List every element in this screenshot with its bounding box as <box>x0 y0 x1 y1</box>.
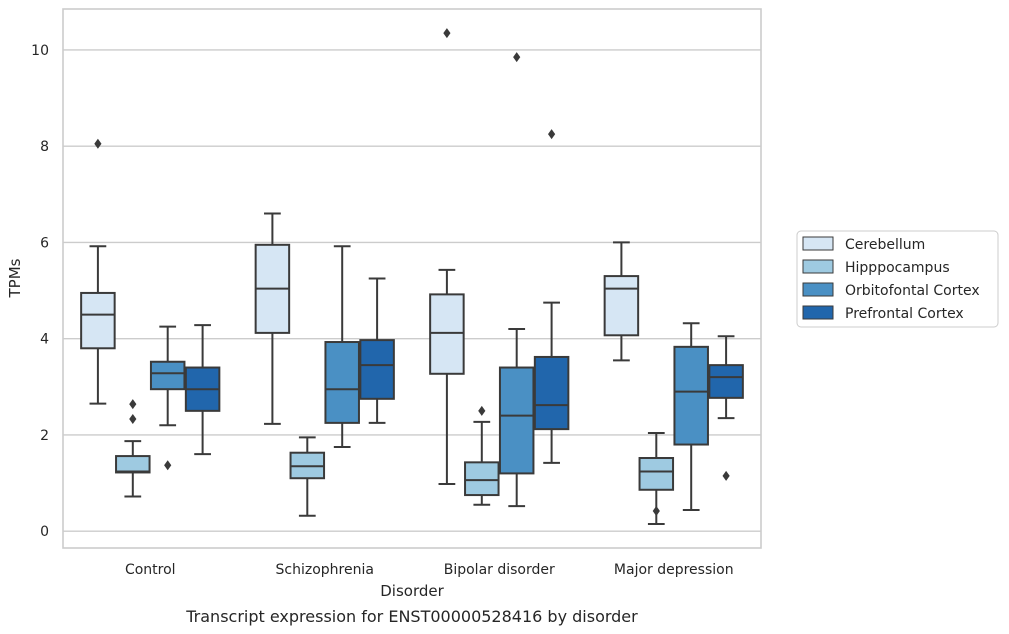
outlier-point <box>129 414 137 425</box>
box-group <box>673 322 709 511</box>
legend-frame <box>796 230 999 328</box>
box <box>673 345 709 446</box>
legend-swatch <box>802 236 834 251</box>
gridlines <box>63 49 761 532</box>
box <box>464 461 500 497</box>
box-group <box>149 325 186 471</box>
outlier-point <box>129 399 137 410</box>
y-tick-label: 10 <box>31 43 49 59</box>
box-group <box>638 431 675 525</box>
legend-swatch <box>802 259 834 274</box>
box-group <box>80 138 116 405</box>
box <box>429 293 465 375</box>
plot-area-frame <box>62 8 762 549</box>
y-tick-labels: 0 2 4 6 8 10 <box>31 43 49 540</box>
box-group <box>533 129 570 464</box>
legend: Cerebellum Hipppocampus Orbitofontal Corte… <box>796 230 999 328</box>
y-tick-label: 0 <box>40 524 49 540</box>
box-group <box>708 335 744 481</box>
box <box>533 355 570 431</box>
y-axis-title: TPMs <box>6 258 24 298</box>
box-group <box>464 405 500 506</box>
legend-label: Hipppocampus <box>845 260 950 276</box>
box <box>149 360 186 391</box>
box-group <box>603 241 640 362</box>
box <box>324 341 360 424</box>
box <box>638 457 675 491</box>
box-group <box>115 399 151 498</box>
x-tick-labels: Control Schizophrenia Bipolar disorder Majo… <box>125 562 734 578</box>
legend-swatch <box>802 282 834 297</box>
box-group <box>184 324 221 456</box>
box <box>80 291 116 350</box>
outlier-point <box>548 129 556 140</box>
box-group <box>254 212 291 425</box>
outlier-point <box>722 470 730 481</box>
box-group <box>289 436 326 517</box>
y-tick-label: 6 <box>40 235 49 251</box>
box-group <box>429 28 465 485</box>
legend-label: Cerebellum <box>845 237 925 253</box>
outlier-point <box>478 405 486 416</box>
box-group <box>324 245 360 448</box>
outlier-point <box>164 460 172 471</box>
box <box>708 364 744 399</box>
x-tick-label: Bipolar disorder <box>444 562 555 578</box>
x-tick-label: Schizophrenia <box>276 562 374 578</box>
y-tick-label: 4 <box>40 332 49 348</box>
y-tick-label: 8 <box>40 139 49 155</box>
outlier-point <box>94 138 102 149</box>
box <box>498 366 535 475</box>
box <box>359 339 395 400</box>
outlier-point <box>513 52 521 63</box>
box-group <box>498 52 535 508</box>
x-tick-label: Major depression <box>614 562 734 578</box>
box <box>603 275 640 337</box>
outlier-point <box>652 505 660 516</box>
y-tick-label: 2 <box>40 428 49 444</box>
x-tick-label: Control <box>125 562 176 578</box>
x-axis-title: Disorder <box>380 582 444 600</box>
box-groups <box>80 28 744 525</box>
outlier-point <box>443 28 451 39</box>
legend-label: Orbitofontal Cortex <box>845 283 980 299</box>
box-group <box>359 277 395 424</box>
box <box>115 455 151 474</box>
legend-swatch <box>802 305 834 320</box>
chart-caption: Transcript expression for ENST0000052841… <box>185 607 638 626</box>
legend-label: Prefrontal Cortex <box>845 306 964 322</box>
